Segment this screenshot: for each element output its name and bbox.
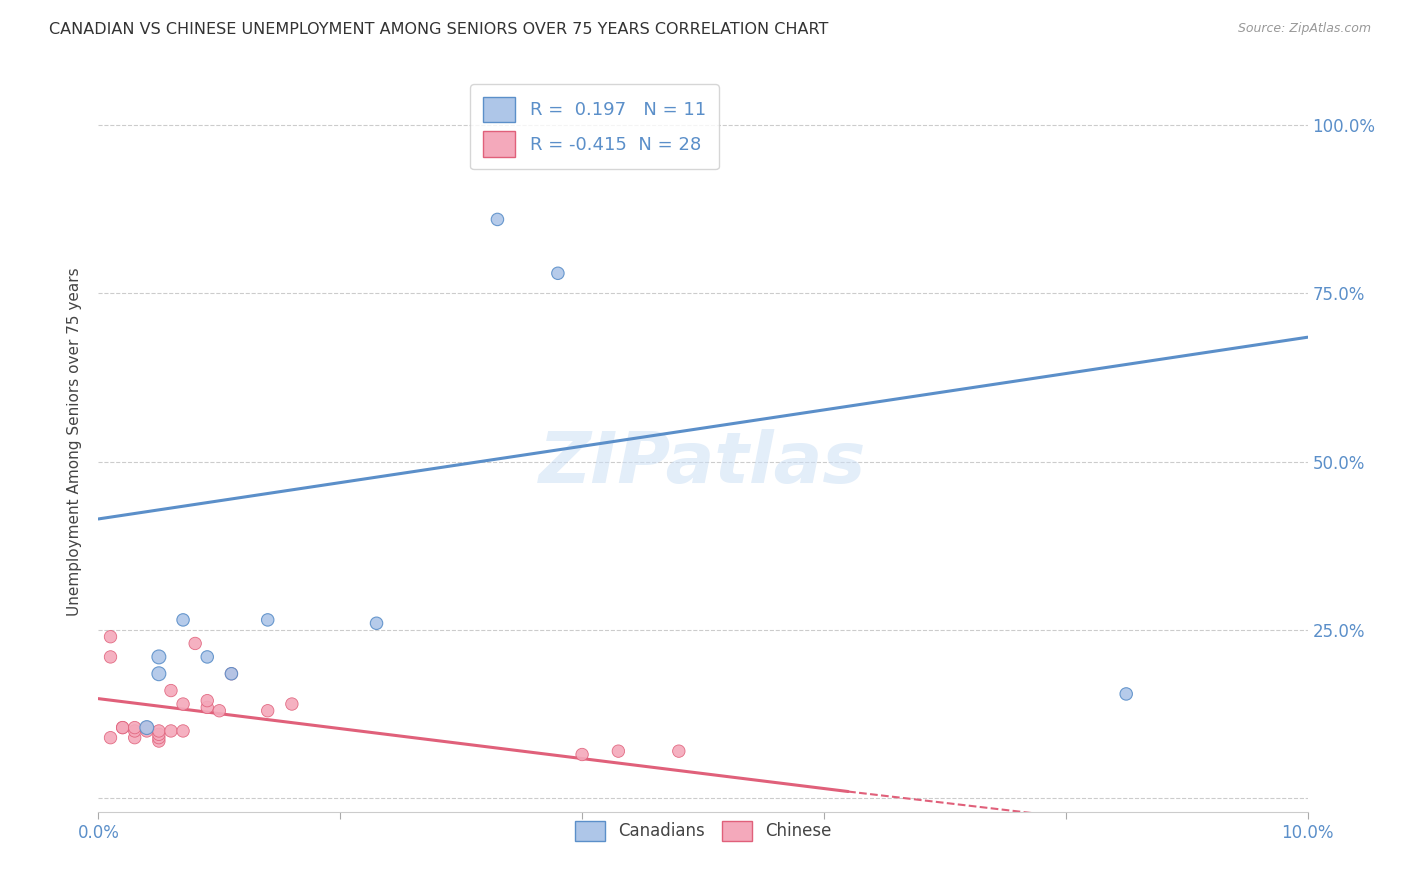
Point [366,616,388,631]
Point [148,649,170,664]
Point [148,731,170,745]
Point [195,694,218,708]
Point [281,697,304,711]
Point [135,721,157,735]
Legend: Canadians, Chinese: Canadians, Chinese [568,814,838,847]
Point [148,723,170,738]
Text: ZIPatlas: ZIPatlas [540,429,866,499]
Point [547,266,569,280]
Point [172,613,194,627]
Point [172,723,194,738]
Point [172,697,194,711]
Point [195,700,218,714]
Point [160,683,183,698]
Point [100,630,122,644]
Point [135,723,157,738]
Point [148,734,170,748]
Point [195,649,218,664]
Text: CANADIAN VS CHINESE UNEMPLOYMENT AMONG SENIORS OVER 75 YEARS CORRELATION CHART: CANADIAN VS CHINESE UNEMPLOYMENT AMONG S… [49,22,828,37]
Text: Source: ZipAtlas.com: Source: ZipAtlas.com [1237,22,1371,36]
Point [571,747,593,762]
Point [111,721,134,735]
Point [668,744,690,758]
Point [124,731,146,745]
Point [486,212,509,227]
Point [1115,687,1137,701]
Point [135,721,157,735]
Point [184,636,207,650]
Point [100,731,122,745]
Y-axis label: Unemployment Among Seniors over 75 years: Unemployment Among Seniors over 75 years [67,268,83,615]
Point [256,613,278,627]
Point [100,649,122,664]
Point [124,721,146,735]
Point [124,723,146,738]
Point [208,704,231,718]
Point [607,744,630,758]
Point [160,723,183,738]
Point [221,666,243,681]
Point [148,727,170,741]
Point [256,704,278,718]
Point [111,721,134,735]
Point [221,666,243,681]
Point [148,666,170,681]
